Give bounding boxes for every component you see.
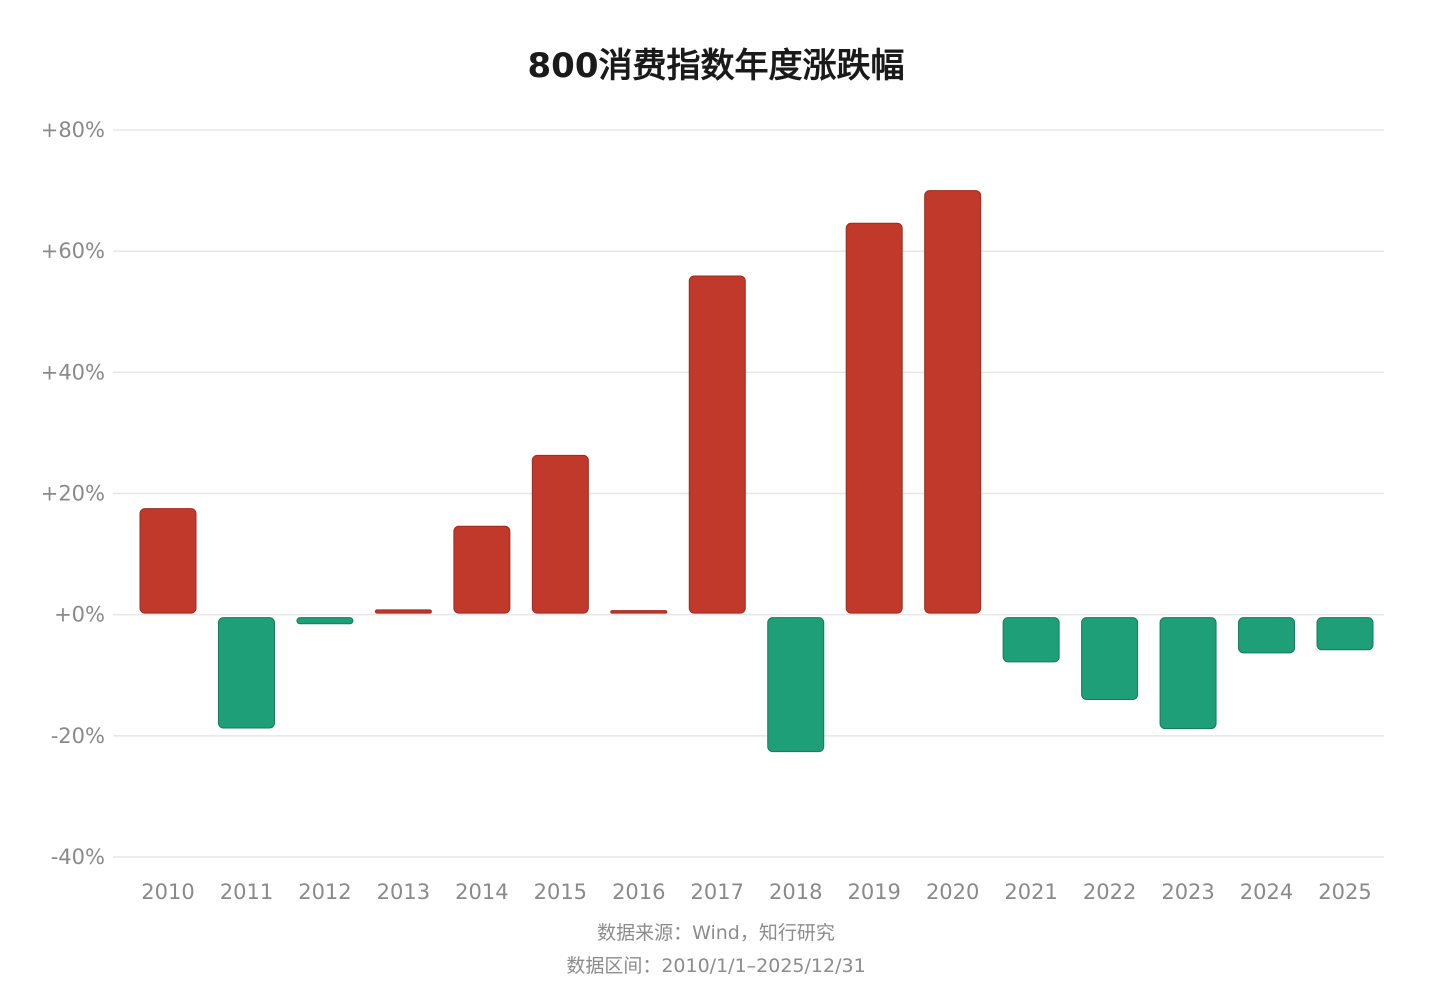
x-tick-label: 2012 [298, 880, 351, 904]
x-tick-label: 2017 [691, 880, 744, 904]
source-note: 数据来源：Wind，知行研究 [597, 922, 835, 944]
bar-2015 [531, 454, 589, 614]
bar-2010 [139, 508, 197, 614]
bar-2023 [1159, 617, 1217, 730]
bar-2014 [453, 525, 511, 614]
bar-2012 [296, 617, 354, 625]
x-tick-label: 2020 [926, 880, 979, 904]
bar-2011 [217, 617, 275, 729]
bars [139, 190, 1374, 753]
x-tick-label: 2016 [612, 880, 665, 904]
bar-2020 [924, 190, 982, 614]
x-axis-ticks: 2010 2011 2012 2013 2014 2015 2016 2017 2018 2019… [141, 880, 1371, 904]
bar-2025 [1316, 617, 1374, 651]
y-tick-label: +40% [41, 360, 105, 384]
x-tick-label: 2018 [769, 880, 822, 904]
grid-lines [113, 129, 1384, 858]
y-tick-label: -20% [51, 724, 105, 748]
y-tick-label: -40% [51, 845, 105, 869]
bar-2024 [1238, 617, 1296, 654]
y-tick-label: +20% [41, 482, 105, 506]
x-tick-label: 2021 [1004, 880, 1057, 904]
bar-2021 [1002, 617, 1060, 663]
y-axis-ticks: +80% +60% +40% +20% +0% -20% -40% [41, 118, 105, 869]
y-tick-label: +0% [54, 603, 105, 627]
x-tick-label: 2011 [220, 880, 273, 904]
x-tick-label: 2015 [534, 880, 587, 904]
x-tick-label: 2022 [1083, 880, 1136, 904]
x-tick-label: 2010 [141, 880, 194, 904]
bar-2019 [845, 222, 903, 614]
x-tick-label: 2013 [377, 880, 430, 904]
chart-title: 800消费指数年度涨跌幅 [527, 46, 905, 86]
y-tick-label: +80% [41, 118, 105, 142]
bar-2022 [1081, 617, 1139, 700]
x-tick-label: 2025 [1318, 880, 1371, 904]
y-tick-label: +60% [41, 239, 105, 263]
x-tick-label: 2024 [1240, 880, 1293, 904]
bar-2017 [688, 275, 746, 614]
bar-2016 [610, 610, 668, 614]
x-tick-label: 2014 [455, 880, 508, 904]
bar-2018 [767, 617, 825, 753]
x-tick-label: 2023 [1161, 880, 1214, 904]
x-tick-label: 2019 [847, 880, 900, 904]
date-range-note: 数据区间：2010/1/1–2025/12/31 [566, 955, 866, 977]
bar-2013 [374, 609, 432, 614]
